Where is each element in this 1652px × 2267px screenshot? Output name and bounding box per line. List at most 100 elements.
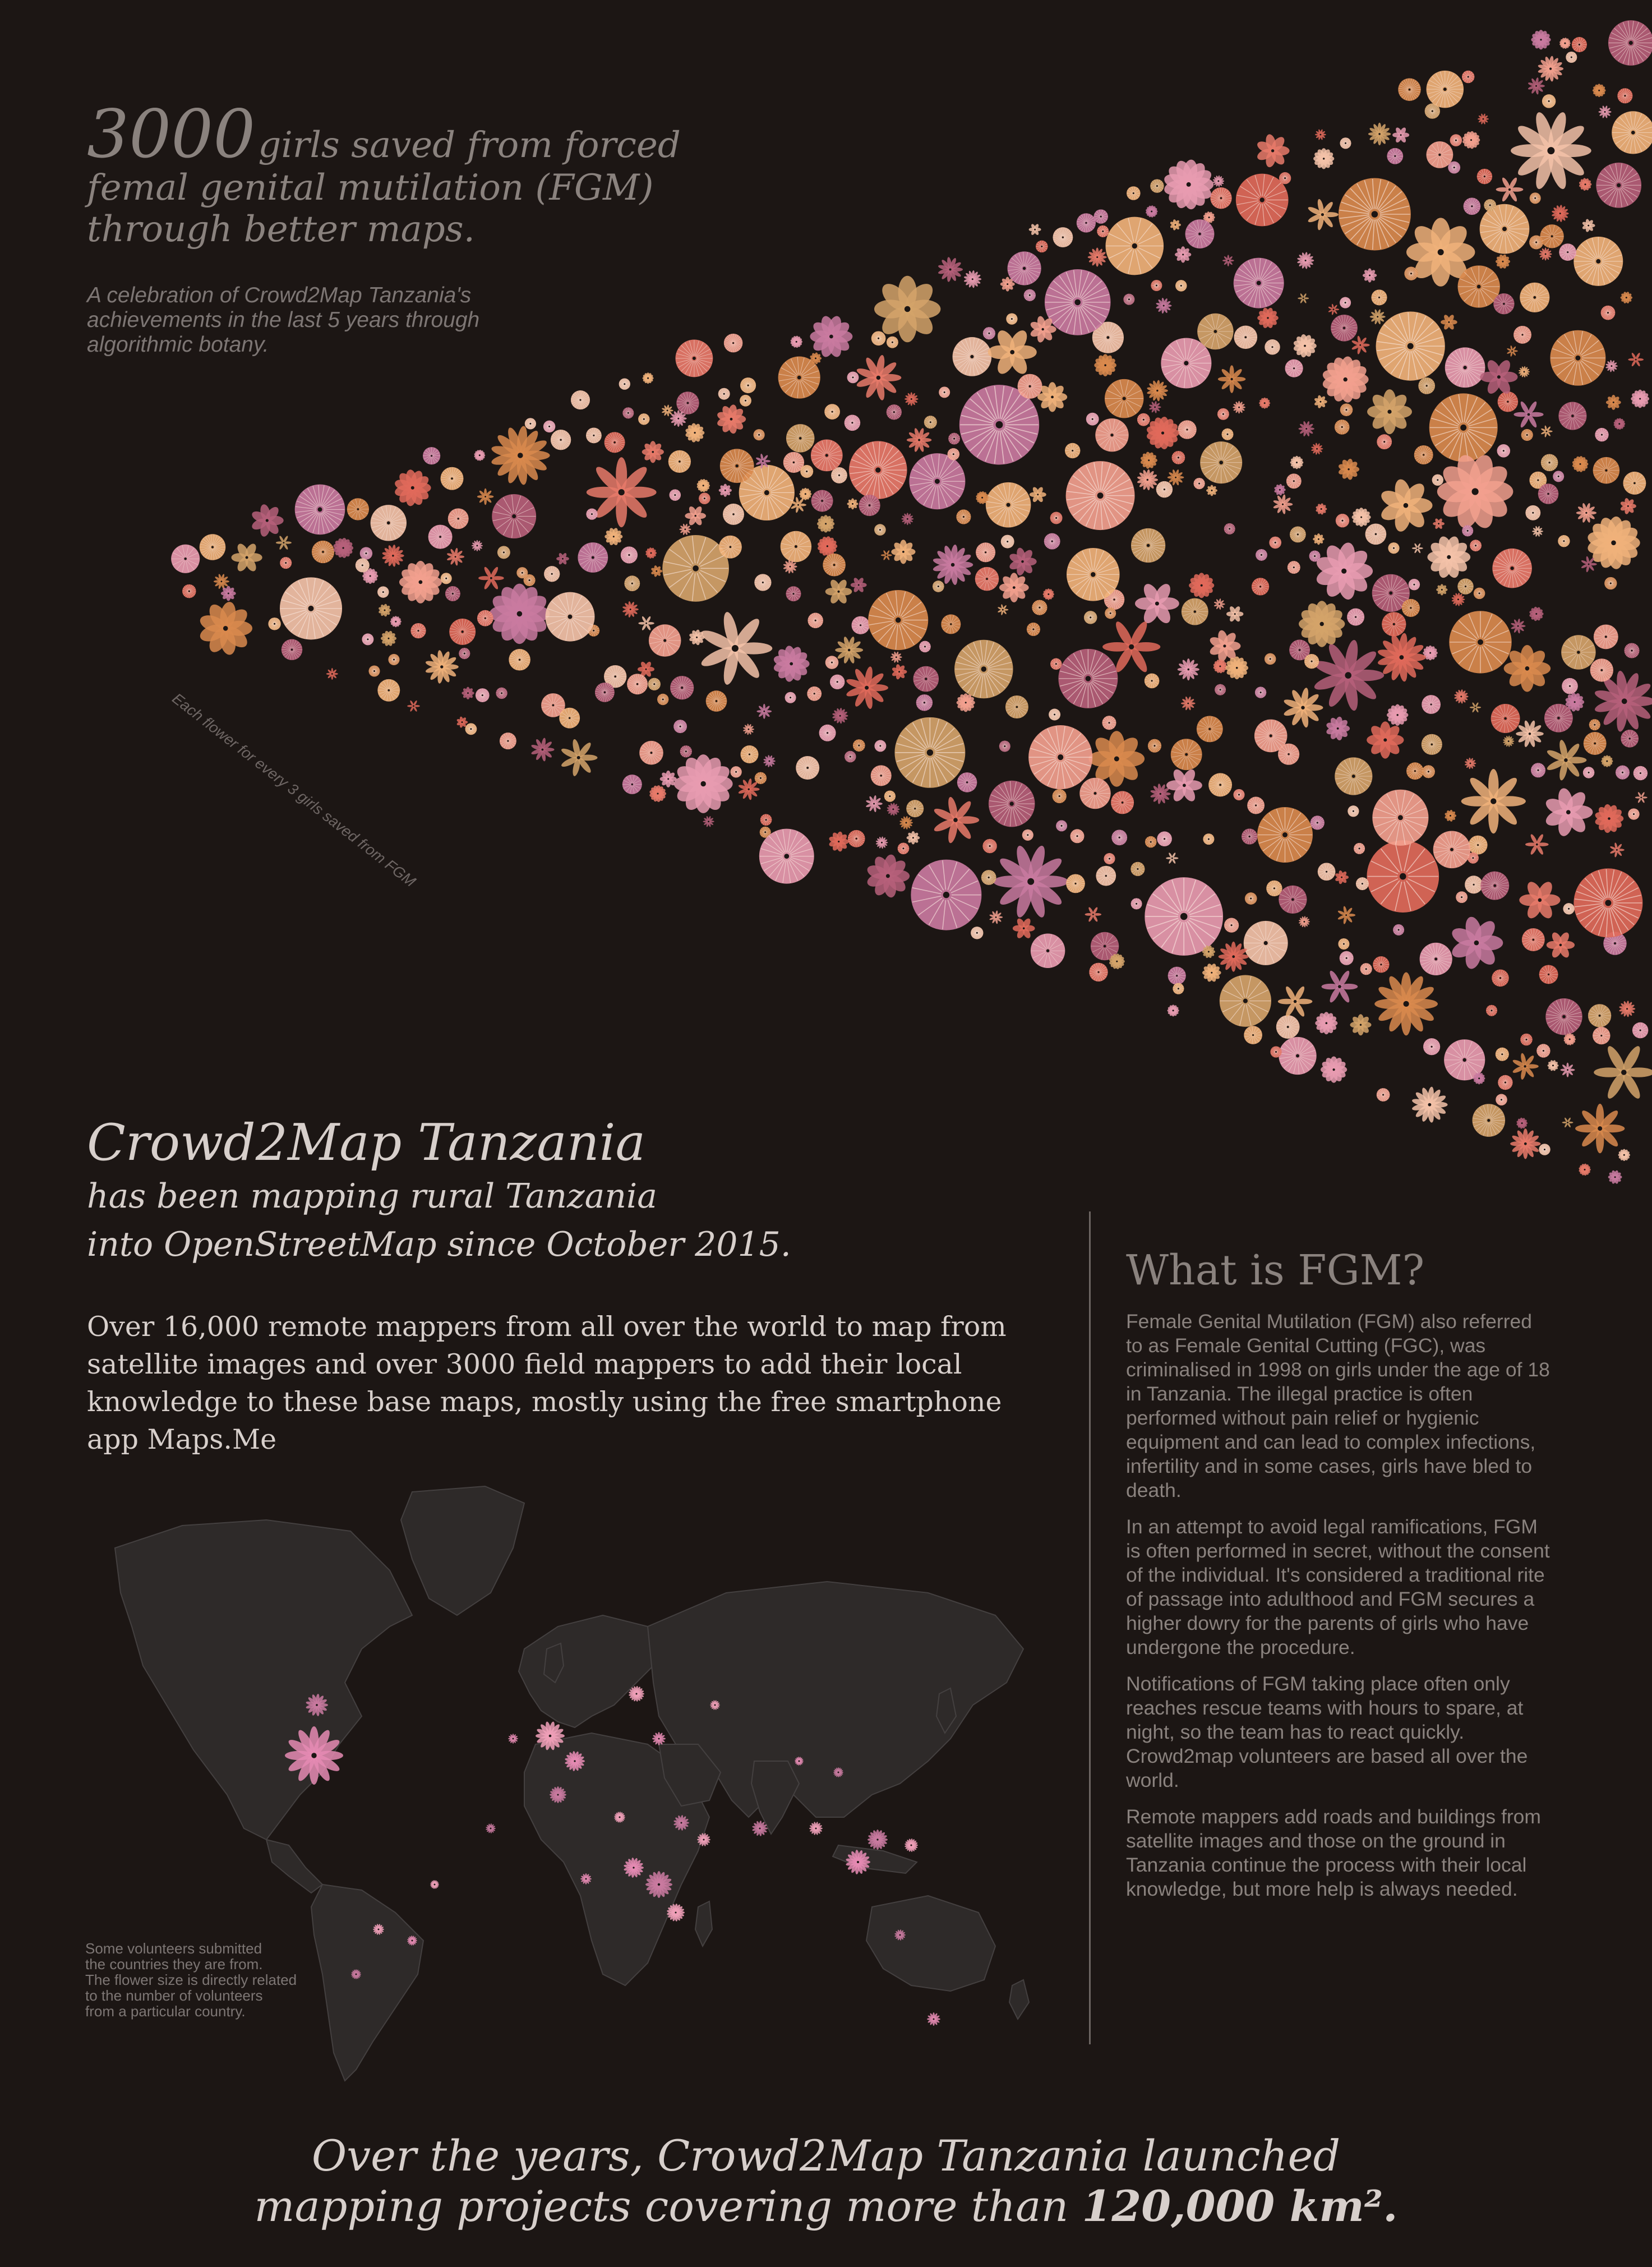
flower-icon [362,633,374,646]
flower-icon [1540,454,1558,472]
flower-icon [1028,725,1093,790]
flower-icon [799,487,812,500]
flower-icon [886,336,898,348]
flower-icon [1340,137,1351,149]
flower-icon [1254,686,1267,698]
hero-subtitle: A celebration of Crowd2Map Tanzania's ac… [87,283,479,357]
flower-icon [1335,757,1373,795]
flower-icon [1433,831,1471,869]
flower-icon [1286,473,1302,489]
flower-icon [1290,526,1306,543]
flower-icon [622,407,634,419]
flower-icon [1603,932,1627,955]
flower-icon [1579,178,1592,191]
flower-icon [993,845,1069,918]
flower-icon [1351,335,1370,354]
flower-icon [1313,148,1335,169]
flower-icon [1167,1005,1179,1017]
flower-icon [796,756,820,780]
flower-icon [509,649,530,671]
flower-icon [1511,618,1526,634]
flower-icon [1367,721,1404,759]
flower-icon [1547,1060,1559,1071]
flower-icon [1032,600,1048,615]
flower-icon [952,337,992,376]
flower-icon [1559,38,1571,49]
flower-icon [1593,457,1620,484]
flower-icon [1087,247,1107,267]
flower-icon [1367,389,1412,435]
column-divider [1089,1211,1091,2044]
flower-icon [909,453,966,510]
flower-icon [1196,716,1223,743]
flower-icon [899,815,913,830]
flower-icon [1374,972,1438,1036]
flower-icon [1595,671,1652,732]
flower-icon [818,536,838,556]
flower-icon [1462,131,1480,149]
flower-icon [459,648,470,660]
flower-icon [754,772,767,784]
flower-icon [905,392,919,406]
flower-icon [948,432,961,445]
flower-icon [1444,1039,1485,1081]
flower-icon [718,535,742,559]
flower-icon [1598,105,1612,118]
flower-icon [1193,477,1205,490]
flower-icon [981,870,996,885]
flower-icon [1315,1012,1338,1035]
flower-icon [1393,924,1405,936]
flower-icon [824,404,840,420]
flower-icon [620,546,638,564]
flower-icon [1392,127,1410,143]
flower-icon [844,414,861,431]
flower-icon [673,754,733,813]
flower-icon [1520,282,1550,312]
flower-icon [829,674,845,690]
flower-icon [1029,487,1046,503]
flower-icon [1465,757,1476,770]
flower-icon [1297,252,1314,269]
flower-icon [717,404,746,434]
flower-icon [1545,788,1593,836]
flower-icon [1462,525,1474,537]
flower-icon [1588,516,1640,569]
flower-icon [831,467,847,483]
flower-icon [1530,763,1546,778]
flower-icon [561,739,598,776]
flower-icon [524,418,537,430]
flower-icon [275,536,292,550]
flower-icon [359,547,373,560]
flower-icon [536,1721,565,1750]
flower-icon [1181,598,1208,625]
flower-icon [1559,243,1577,261]
flower-icon [1589,719,1600,731]
hero-heading: 3000 girls saved from forced femal genit… [87,101,816,250]
flower-icon [381,630,396,646]
flower-icon [763,755,776,767]
flower-icon [897,842,910,855]
flower-icon [604,665,627,688]
australia-shape [865,1895,996,1992]
flower-icon [1111,791,1134,814]
flower-icon [740,394,751,407]
flower-icon [1469,702,1482,713]
flower-icon [1473,587,1485,600]
flower-icon [982,838,997,854]
flower-icon [739,464,795,521]
flower-icon [1309,550,1321,562]
flower-icon [1422,695,1441,714]
map-note-line: to the number of volunteers [85,1987,263,2004]
flower-icon [1406,218,1475,287]
north-america-shape [114,1519,413,1841]
flower-icon [927,2012,940,2026]
flower-icon [833,1767,843,1777]
flower-icon [1185,219,1215,249]
flower-icon [1601,755,1613,767]
flower-icon [430,1880,439,1889]
flower-icon [703,815,714,827]
flower-icon [933,545,973,585]
flower-icon [1335,514,1350,528]
flower-icon [1066,547,1120,601]
flower-icon [362,568,379,584]
